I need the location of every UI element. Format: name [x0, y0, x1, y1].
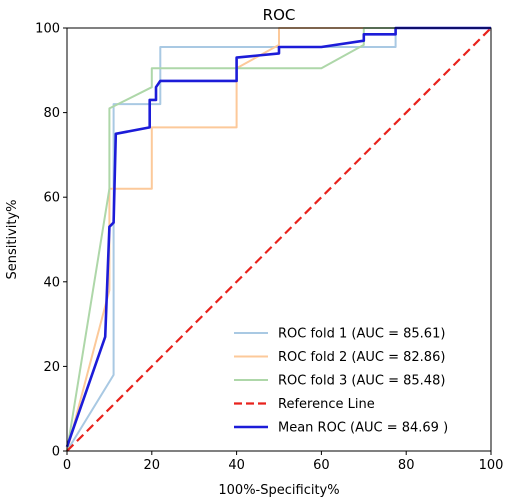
- x-tick-label: 40: [228, 458, 245, 473]
- x-axis-ticks: 0 20 40 60 80 100: [63, 451, 504, 473]
- y-tick-label: 20: [43, 360, 60, 375]
- legend-label: ROC fold 3 (AUC = 85.48): [278, 374, 445, 389]
- x-tick-label: 100: [479, 458, 504, 473]
- y-axis-label: Sensitivity%: [5, 199, 20, 279]
- legend: ROC fold 1 (AUC = 85.61) ROC fold 2 (AUC …: [234, 327, 448, 436]
- x-tick-label: 20: [144, 458, 161, 473]
- series-lines: [65, 26, 492, 452]
- x-axis-label: 100%-Specificity%: [218, 483, 339, 498]
- chart-title: ROC: [263, 6, 296, 24]
- x-tick-label: 0: [63, 458, 71, 473]
- y-tick-label: 100: [35, 22, 60, 37]
- y-axis-ticks: 0 20 40 60 80 100: [35, 22, 67, 460]
- y-tick-label: 40: [43, 275, 60, 290]
- legend-label: Mean ROC (AUC = 84.69 ): [278, 421, 448, 436]
- y-tick-label: 0: [52, 445, 60, 460]
- x-tick-label: 80: [398, 458, 415, 473]
- legend-label: Reference Line: [278, 397, 375, 412]
- mean-roc-line: [65, 26, 491, 448]
- plot-frame: [66, 27, 492, 452]
- y-tick-label: 60: [43, 191, 60, 206]
- y-tick-label: 80: [43, 106, 60, 121]
- legend-label: ROC fold 2 (AUC = 82.86): [278, 350, 445, 365]
- legend-label: ROC fold 1 (AUC = 85.61): [278, 327, 445, 342]
- reference-line-line: [66, 27, 492, 452]
- x-tick-label: 60: [313, 458, 330, 473]
